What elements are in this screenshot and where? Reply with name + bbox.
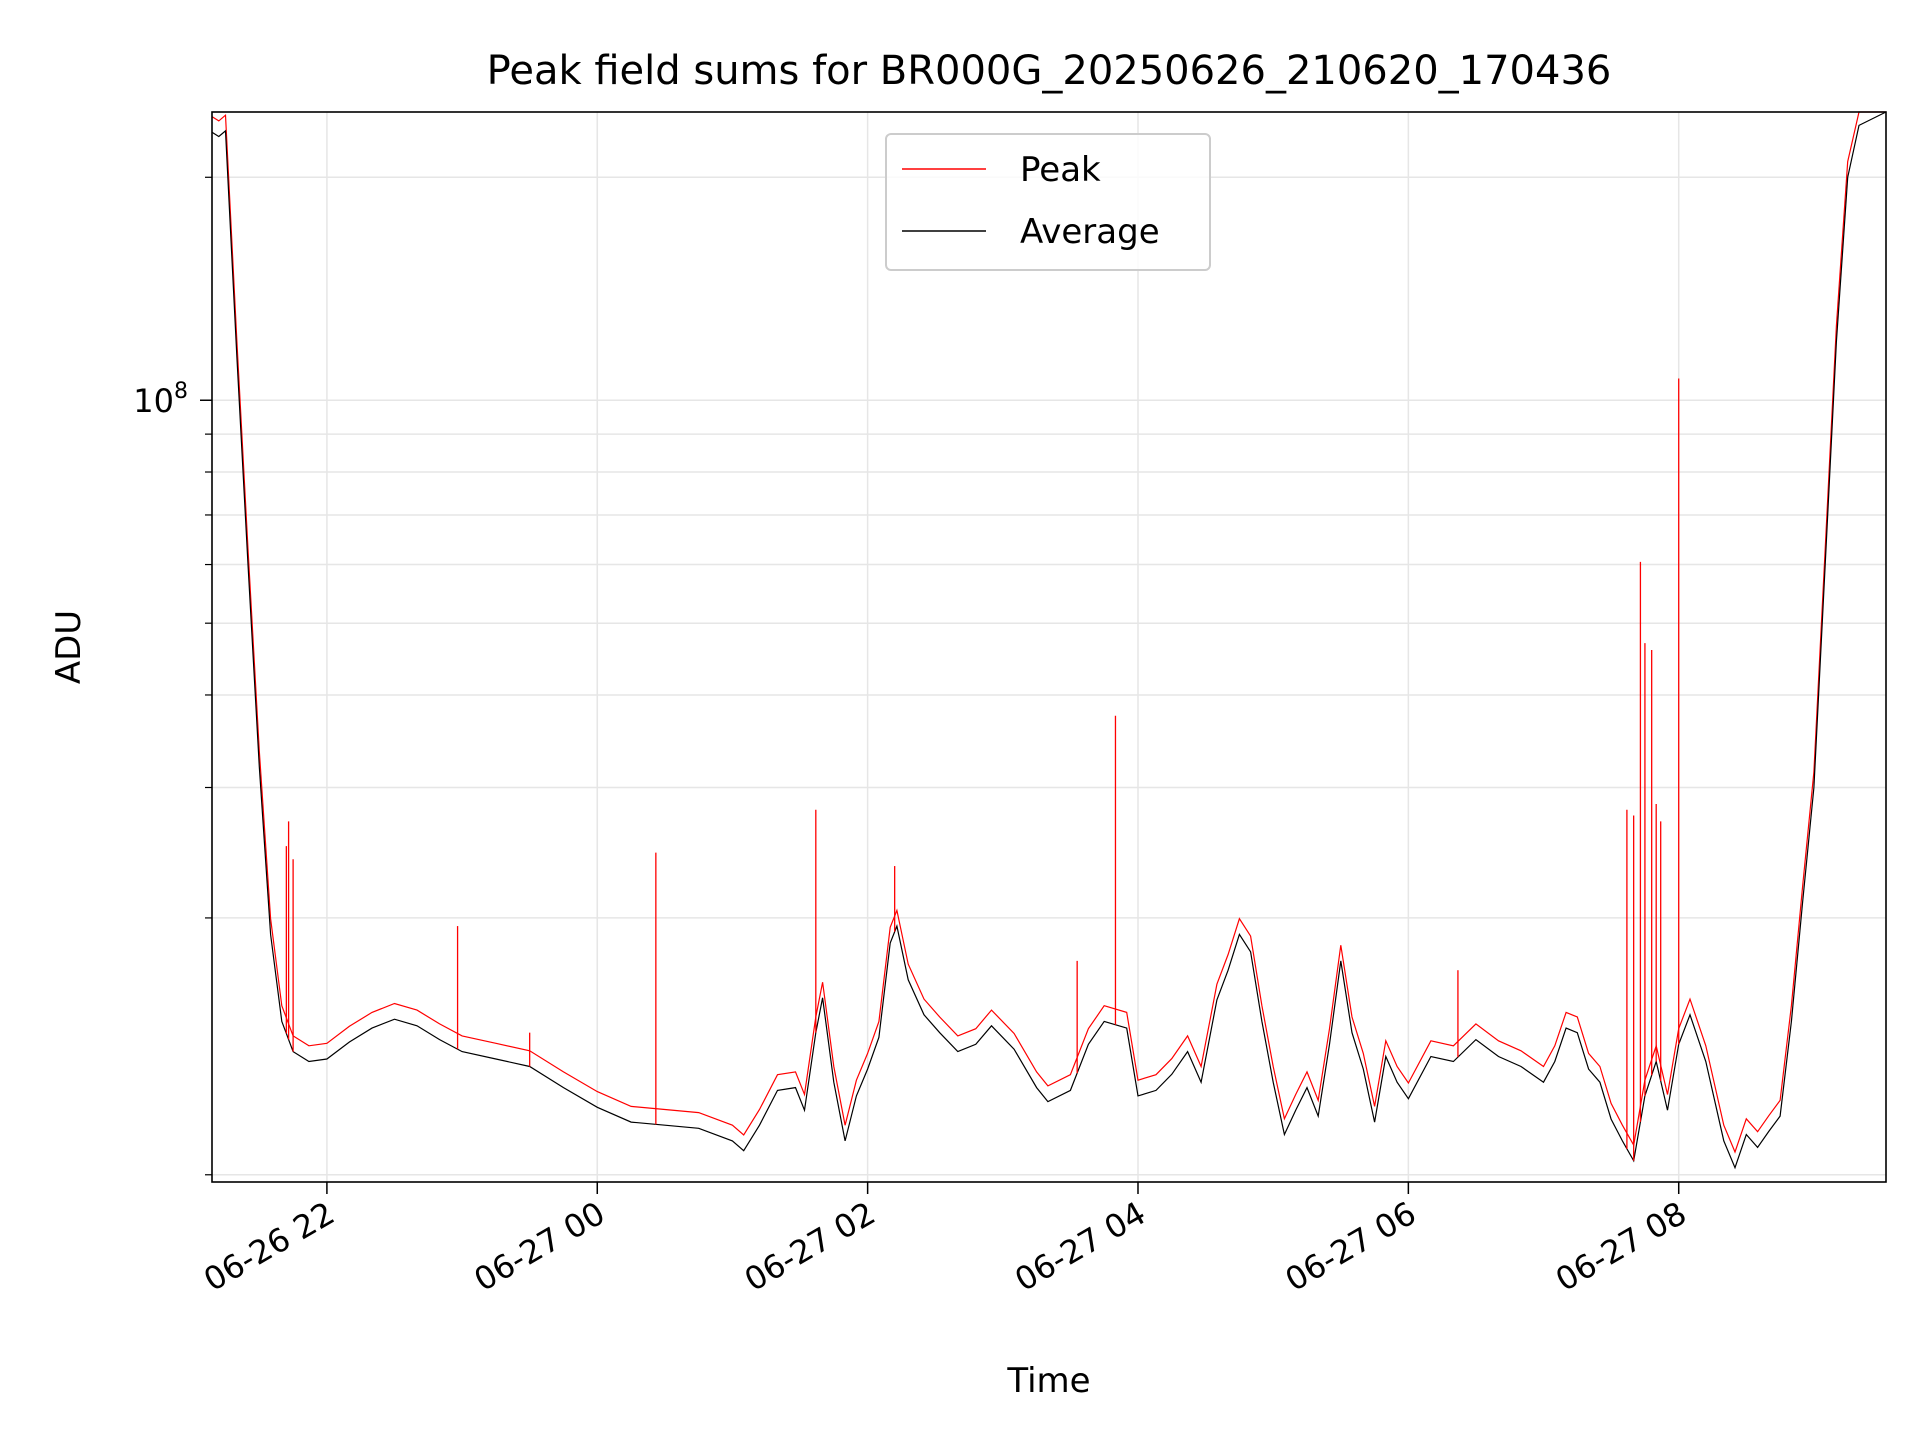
y-axis-ticks: 108: [133, 176, 212, 1176]
x-tick-label: 06-27 04: [1008, 1194, 1152, 1299]
grid-lines: [212, 112, 1886, 1182]
legend-average-label: Average: [1020, 212, 1160, 252]
x-tick-label: 06-27 02: [738, 1194, 882, 1299]
chart-title: Peak field sums for BR000G_20250626_2106…: [487, 48, 1612, 94]
series-layer: [211, 111, 1887, 1170]
x-axis-ticks: 06-26 22 06-27 00 06-27 02 06-27 04 06-27 06…: [197, 1182, 1693, 1299]
plot-frame: [211, 111, 1887, 1183]
y-axis-label: ADU: [49, 610, 89, 684]
legend-peak-label: Peak: [1020, 150, 1101, 190]
y-tick-label: 108: [133, 379, 188, 420]
x-tick-label: 06-26 22: [197, 1194, 341, 1299]
legend: Peak Average: [885, 133, 1211, 271]
x-tick-label: 06-27 08: [1549, 1194, 1693, 1299]
legend-box: [885, 133, 1211, 271]
x-axis-label: Time: [1006, 1361, 1090, 1401]
x-tick-label: 06-27 06: [1279, 1194, 1423, 1299]
x-tick-label: 06-27 00: [468, 1194, 612, 1299]
